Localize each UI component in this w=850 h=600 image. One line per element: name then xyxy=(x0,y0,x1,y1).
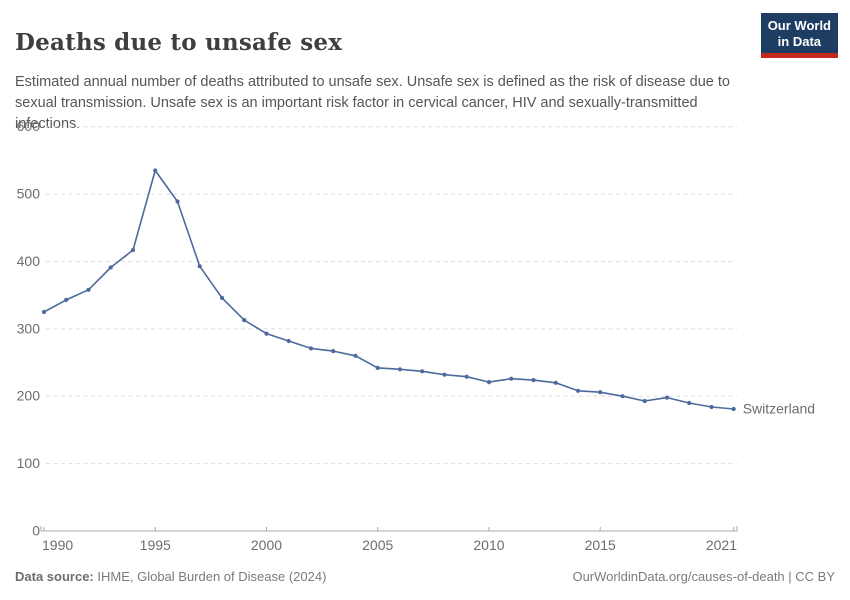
data-point-2010[interactable] xyxy=(486,380,492,385)
data-point-2009[interactable] xyxy=(464,374,469,379)
series-line-switzerland xyxy=(43,169,734,410)
x-tick-label-2005: 2005 xyxy=(362,537,393,553)
data-point-2021[interactable] xyxy=(731,406,736,412)
data-point-2001[interactable] xyxy=(286,338,291,344)
owid-logo-line1: Our World xyxy=(767,18,831,33)
data-point-2004[interactable] xyxy=(353,353,358,358)
x-tick-label-1995: 1995 xyxy=(140,537,171,553)
data-point-2005[interactable] xyxy=(375,365,380,370)
data-point-2003[interactable] xyxy=(331,349,336,354)
data-point-2008[interactable] xyxy=(442,372,447,377)
data-point-1999[interactable] xyxy=(242,318,247,323)
data-point-2007[interactable] xyxy=(420,369,425,374)
x-tick-label-1990: 1990 xyxy=(42,537,73,553)
line-chart: 0 100 200 300 400 500 600 1990 1995 2000 2005 2010 2… xyxy=(17,118,815,553)
y-tick-label-300: 300 xyxy=(17,320,41,336)
chart-subtitle: Estimated annual number of deaths attrib… xyxy=(15,73,730,132)
data-source-label: Data source: xyxy=(15,569,94,584)
data-point-2000[interactable] xyxy=(264,331,269,336)
chart-area: 0 100 200 300 400 500 600 1990 1995 2000 2005 2010 2… xyxy=(0,115,850,560)
data-point-2006[interactable] xyxy=(397,367,403,372)
data-point-2015[interactable] xyxy=(598,390,603,395)
data-point-2016[interactable] xyxy=(620,394,625,399)
data-point-2018[interactable] xyxy=(664,395,670,400)
y-tick-label-400: 400 xyxy=(17,253,41,269)
data-point-1991[interactable] xyxy=(64,297,69,302)
data-point-1994[interactable] xyxy=(130,247,136,253)
data-point-2002[interactable] xyxy=(308,346,314,351)
x-tick-label-2015: 2015 xyxy=(585,537,616,553)
data-point-2012[interactable] xyxy=(531,378,536,383)
data-point-2014[interactable] xyxy=(575,388,581,393)
data-point-1995[interactable] xyxy=(153,168,158,173)
y-tick-label-0: 0 xyxy=(32,523,40,539)
x-tick-label-2010: 2010 xyxy=(473,537,504,553)
data-point-2017[interactable] xyxy=(642,398,647,404)
license-link[interactable]: OurWorldinData.org/causes-of-death | CC … xyxy=(572,569,835,584)
data-point-2013[interactable] xyxy=(553,380,558,385)
x-tick-label-2021: 2021 xyxy=(706,537,737,553)
data-source-note: Data source: IHME, Global Burden of Dise… xyxy=(15,569,326,584)
y-tick-label-200: 200 xyxy=(17,388,41,404)
data-point-1993[interactable] xyxy=(108,265,113,270)
data-point-1997[interactable] xyxy=(197,264,202,269)
data-point-2019[interactable] xyxy=(687,400,692,406)
data-point-2011[interactable] xyxy=(509,376,514,381)
data-point-1992[interactable] xyxy=(86,287,91,292)
y-tick-label-600: 600 xyxy=(17,118,41,134)
data-point-2020[interactable] xyxy=(709,404,714,410)
y-tick-label-100: 100 xyxy=(17,455,41,471)
data-point-1990[interactable] xyxy=(41,309,47,315)
owid-logo-line2: in Data xyxy=(777,34,822,49)
data-point-1996[interactable] xyxy=(175,199,180,204)
owid-logo[interactable]: Our World in Data xyxy=(760,13,838,58)
data-point-1998[interactable] xyxy=(219,295,225,300)
x-tick-label-2000: 2000 xyxy=(251,537,282,553)
y-tick-label-500: 500 xyxy=(17,186,41,202)
page-title: Deaths due to unsafe sex xyxy=(15,29,343,57)
data-source-value: IHME, Global Burden of Disease (2024) xyxy=(93,569,327,584)
series-label-switzerland[interactable]: Switzerland xyxy=(743,401,815,417)
